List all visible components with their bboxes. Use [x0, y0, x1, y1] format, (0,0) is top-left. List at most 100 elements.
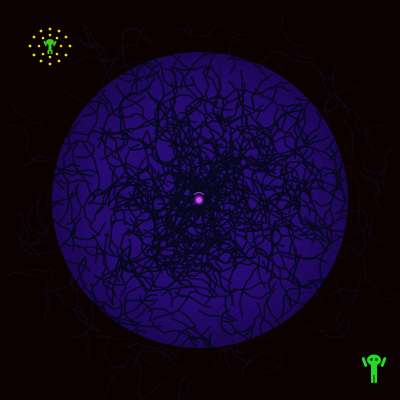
maze-wall [169, 234, 193, 280]
maze-wall [170, 65, 222, 100]
maze-wall [101, 248, 124, 282]
maze-wall [121, 27, 139, 76]
maze-wall [173, 131, 182, 154]
maze-wall [298, 160, 324, 192]
maze-wall [136, 156, 160, 222]
maze-wall [123, 284, 163, 328]
maze-wall [230, 33, 253, 40]
maze-wall [67, 37, 109, 63]
maze-wall [254, 109, 264, 150]
maze-wall [264, 204, 303, 241]
maze-wall [43, 275, 54, 322]
maze-wall [71, 308, 91, 364]
maze-wall [374, 171, 384, 211]
maze-wall [266, 213, 297, 274]
maze-wall [292, 180, 307, 211]
maze-wall [315, 150, 345, 161]
green-alien-icon[interactable] [360, 352, 388, 386]
maze-wall [181, 215, 214, 264]
maze-wall [16, 211, 49, 246]
maze-wall [202, 175, 264, 201]
maze-wall [81, 140, 101, 194]
maze-wall [150, 165, 163, 200]
maze-wall [156, 263, 213, 274]
maze-wall [210, 323, 255, 348]
maze-wall [117, 177, 148, 204]
maze-wall [293, 176, 318, 237]
maze-wall [300, 216, 348, 230]
maze-wall [208, 201, 273, 215]
maze-wall [319, 71, 331, 119]
maze-wall [228, 176, 294, 202]
maze-wall [35, 195, 45, 230]
maze-wall [74, 140, 95, 159]
maze-wall [180, 258, 227, 293]
maze-wall [249, 154, 276, 175]
maze-wall [52, 216, 106, 241]
maze-wall [356, 203, 367, 257]
maze-wall [146, 130, 178, 168]
maze-wall [237, 87, 265, 133]
maze-wall [30, 189, 54, 247]
maze-wall [162, 254, 212, 299]
maze-wall [290, 133, 297, 160]
maze-wall [212, 268, 218, 293]
maze-wall [239, 134, 293, 151]
maze-wall [330, 210, 359, 228]
maze-wall [108, 166, 126, 226]
maze-wall [278, 253, 302, 260]
maze-wall [312, 167, 347, 218]
maze-wall [100, 145, 122, 161]
maze-wall [216, 175, 225, 213]
maze-wall [156, 346, 180, 360]
maze-wall [230, 229, 250, 244]
maze-wall [237, 112, 248, 140]
maze-wall [152, 296, 189, 320]
maze-wall [83, 188, 103, 237]
maze-wall [52, 185, 77, 226]
maze-wall [259, 50, 285, 80]
maze-wall [343, 167, 353, 193]
maze-wall [69, 54, 122, 68]
maze-wall [52, 200, 59, 226]
maze-wall [220, 81, 247, 124]
maze-wall [322, 86, 357, 113]
maze-wall [149, 220, 170, 274]
maze-wall [363, 124, 384, 138]
maze-wall [171, 325, 211, 348]
maze-wall [233, 213, 262, 226]
maze-wall [211, 328, 242, 351]
maze-wall [53, 167, 99, 174]
maze-wall [120, 60, 154, 69]
maze-wall [205, 329, 232, 371]
maze-wall [213, 141, 251, 181]
maze-wall [99, 353, 132, 400]
maze-wall [236, 207, 267, 226]
maze-wall [41, 275, 79, 295]
maze-wall [143, 265, 190, 302]
maze-wall [147, 90, 190, 127]
maze-wall [177, 222, 214, 268]
maze-wall [219, 52, 236, 74]
maze-wall [109, 27, 146, 74]
maze-wall [245, 161, 270, 170]
maze-wall [65, 182, 83, 226]
maze-wall [154, 236, 175, 242]
maze-wall [105, 259, 124, 306]
maze-wall [139, 295, 154, 322]
maze-wall [118, 62, 153, 117]
center-target[interactable] [193, 191, 205, 206]
maze-wall [312, 237, 327, 253]
maze-wall [104, 128, 148, 172]
maze-wall [186, 178, 202, 204]
maze-wall [166, 124, 176, 157]
maze-wall [248, 234, 266, 248]
maze-wall [66, 129, 128, 140]
maze-wall [71, 139, 96, 200]
maze-wall [81, 89, 106, 118]
maze-walls [52, 52, 348, 348]
maze-wall [179, 52, 215, 90]
maze-wall [253, 87, 310, 146]
